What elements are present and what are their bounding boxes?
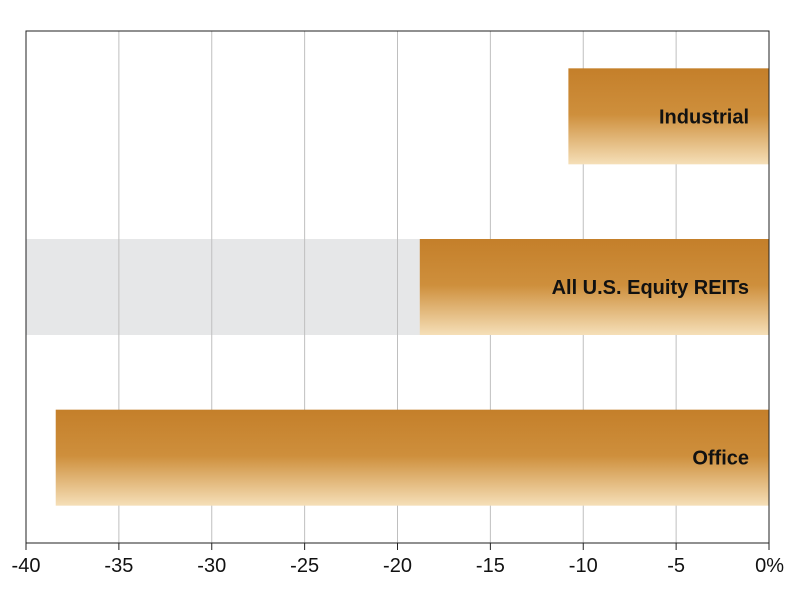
x-tick-label: -30 <box>197 555 226 577</box>
bar-industrial <box>568 68 769 165</box>
bar-all-u-s-equity-reits <box>419 239 769 335</box>
x-tick-label: -35 <box>104 555 133 577</box>
x-tick-label: 0% <box>755 555 784 577</box>
x-tick-label: -20 <box>383 555 412 577</box>
x-tick-label: -15 <box>476 555 505 577</box>
x-tick-label: -40 <box>12 555 41 577</box>
x-tick-label: -5 <box>667 555 685 577</box>
bar-label-all-u-s-equity-reits: All U.S. Equity REITs <box>552 277 749 299</box>
bar-label-industrial: Industrial <box>659 106 749 128</box>
x-tick-label: -10 <box>569 555 598 577</box>
x-tick-label: -25 <box>290 555 319 577</box>
bar-office <box>55 409 770 506</box>
bar-label-office: Office <box>692 448 749 470</box>
